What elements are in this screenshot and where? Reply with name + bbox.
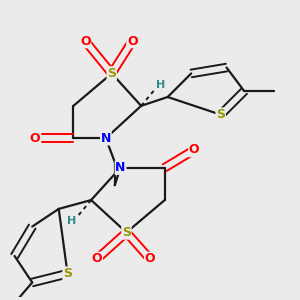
- Text: O: O: [80, 34, 91, 48]
- Text: O: O: [92, 252, 102, 266]
- Text: O: O: [189, 143, 200, 157]
- Text: H: H: [156, 80, 165, 90]
- Text: O: O: [127, 34, 138, 48]
- Text: O: O: [145, 252, 155, 266]
- Text: N: N: [100, 132, 111, 145]
- Text: S: S: [63, 267, 72, 280]
- Text: S: S: [122, 226, 131, 239]
- Text: O: O: [30, 132, 40, 145]
- Text: S: S: [107, 67, 116, 80]
- Text: N: N: [116, 161, 126, 174]
- Text: S: S: [216, 108, 225, 121]
- Text: H: H: [67, 216, 76, 226]
